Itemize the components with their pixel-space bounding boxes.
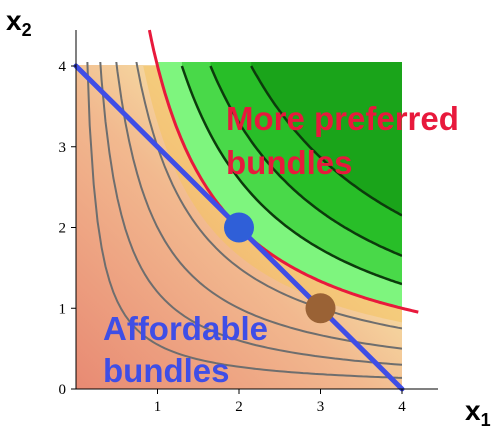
y-tick-label: 2 bbox=[59, 221, 67, 237]
preferred-label-line1: More preferred bbox=[226, 100, 459, 137]
x-tick-label: 1 bbox=[154, 399, 162, 415]
x-axis-title: x1 bbox=[465, 395, 491, 430]
axes: 1 2 3 4 0 1 2 3 4 bbox=[59, 30, 438, 415]
preferred-contour-line bbox=[250, 65, 402, 217]
affordable-label-line2: bundles bbox=[103, 352, 230, 389]
x-axis-ticks: 1 2 3 4 bbox=[154, 389, 406, 415]
utility-contour-line bbox=[135, 62, 402, 330]
preferred-contour-band bbox=[251, 62, 402, 216]
y-tick-label: 3 bbox=[59, 140, 67, 156]
optimal-bundle-point bbox=[224, 212, 254, 243]
x-tick-label: 2 bbox=[235, 399, 243, 415]
x-tick-label: 4 bbox=[398, 399, 406, 415]
plot-area bbox=[76, 62, 402, 389]
y-tick-label: 1 bbox=[59, 301, 67, 317]
indifference-curve bbox=[147, 29, 419, 314]
y-tick-label: 4 bbox=[59, 59, 67, 75]
preferred-contour-line bbox=[209, 65, 402, 257]
preferred-contours bbox=[180, 62, 402, 286]
x-tick-label: 3 bbox=[317, 399, 325, 415]
y-tick-label: 0 bbox=[59, 382, 67, 398]
affordable-label-line1: Affordable bbox=[103, 310, 268, 347]
utility-contour-line bbox=[86, 62, 402, 379]
utility-contour-line bbox=[115, 62, 402, 350]
preferred-label-line2: bundles bbox=[226, 144, 353, 181]
y-axis-ticks: 0 1 2 3 4 bbox=[59, 59, 76, 398]
other-bundle-point bbox=[305, 293, 336, 324]
preferred-contour-line bbox=[180, 65, 402, 286]
y-axis-title: x2 bbox=[6, 5, 32, 40]
utility-contour-line bbox=[99, 62, 402, 366]
